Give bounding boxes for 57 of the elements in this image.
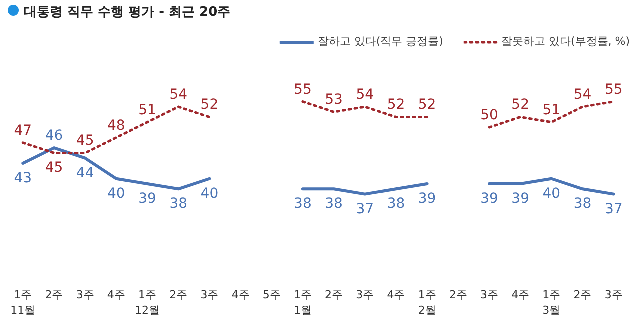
data-label: 52: [512, 97, 530, 114]
data-label: 46: [45, 128, 64, 144]
x-tick-label: 5주: [262, 288, 281, 302]
data-label: 38: [170, 196, 188, 212]
x-tick-label: 4주: [387, 288, 406, 302]
data-label: 54: [356, 86, 374, 103]
data-label: 38: [294, 196, 312, 212]
data-label: 54: [170, 86, 188, 103]
x-tick-label: 2주: [325, 288, 344, 302]
data-label: 55: [604, 82, 623, 98]
data-label: 52: [387, 97, 406, 114]
x-tick-label: 2주: [574, 288, 592, 302]
data-label: 47: [14, 122, 32, 139]
data-label: 39: [480, 191, 498, 208]
x-tick-label: 1주 12월: [135, 288, 160, 318]
chart-title: 대통령 직무 수행 평가 - 최근 20주: [23, 4, 231, 22]
data-label: 40: [108, 186, 126, 202]
x-tick-label: 3주: [604, 288, 623, 302]
data-label: 37: [604, 201, 623, 218]
x-tick-label: 3주: [200, 288, 219, 302]
data-label: 39: [418, 191, 436, 208]
data-label: 45: [45, 160, 64, 176]
data-label: 52: [200, 97, 219, 114]
data-label: 37: [356, 201, 374, 218]
data-label: 50: [480, 108, 498, 124]
x-tick-label: 1주 1월: [294, 288, 312, 318]
legend-label: 잘못하고 있다(부정률, %): [501, 34, 630, 49]
x-tick-label: 4주: [232, 288, 250, 302]
data-label: 44: [76, 165, 94, 182]
data-label: 43: [14, 170, 32, 186]
x-tick-label: 4주: [512, 288, 530, 302]
x-tick-label: 1주 2월: [418, 288, 436, 318]
data-label: 55: [294, 82, 312, 98]
data-label: 40: [542, 186, 561, 202]
data-label: 38: [387, 196, 406, 212]
data-label: 38: [574, 196, 592, 212]
x-tick-label: 4주: [107, 288, 126, 302]
x-tick-label: 1주 11월: [10, 288, 36, 318]
data-label: 51: [138, 102, 156, 118]
x-tick-label: 2주: [170, 288, 188, 302]
data-label: 54: [574, 86, 592, 103]
data-label: 52: [418, 97, 436, 114]
x-tick-label: 1주 3월: [542, 288, 561, 318]
x-tick-label: 3주: [480, 288, 498, 302]
x-tick-label: 2주: [45, 288, 64, 302]
x-tick-label: 3주: [356, 288, 374, 302]
legend-label: 잘하고 있다(직무 긍정률): [318, 34, 444, 49]
data-label: 40: [200, 186, 219, 202]
x-tick-label: 3주: [76, 288, 94, 302]
data-label: 53: [325, 92, 343, 108]
data-label: 48: [108, 118, 126, 134]
data-label: 51: [542, 102, 561, 118]
data-label: 38: [325, 196, 343, 212]
data-label: 39: [138, 191, 156, 208]
data-label: 39: [512, 191, 530, 208]
data-label: 45: [76, 133, 94, 150]
x-tick-label: 2주: [449, 288, 468, 302]
